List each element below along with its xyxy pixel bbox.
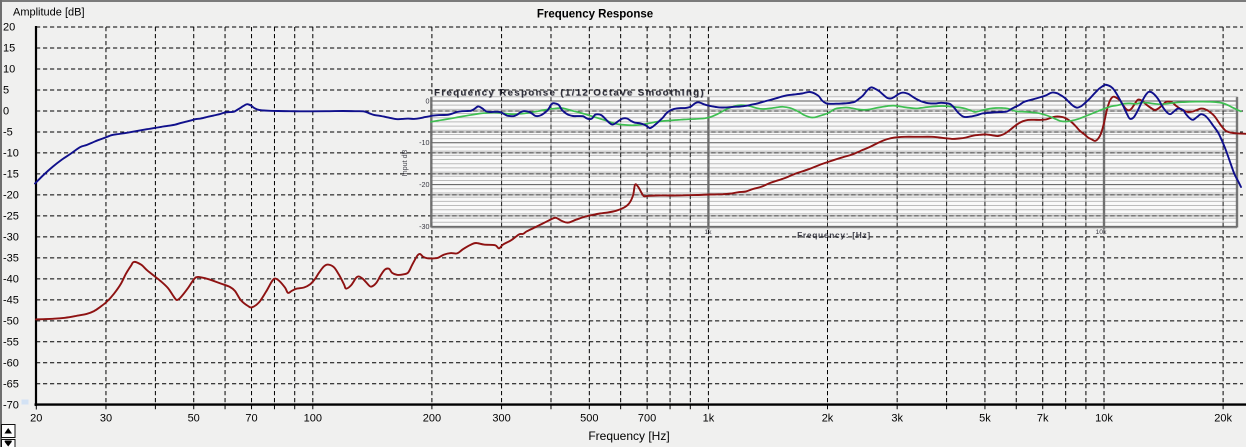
svg-text:-55: -55 (3, 336, 19, 348)
svg-text:20k: 20k (1214, 413, 1232, 425)
svg-text:Frequency: [Hz]: Frequency: [Hz] (797, 230, 871, 240)
svg-text:-20: -20 (3, 189, 19, 201)
svg-text:Frequency Response (1/12 Octav: Frequency Response (1/12 Octave Smoothin… (434, 88, 705, 99)
svg-text:Frequency Response (1/12 Octav: Frequency Response (1/12 Octave Smoothin… (435, 88, 706, 99)
svg-text:300: 300 (492, 413, 510, 425)
svg-text:-45: -45 (3, 294, 19, 306)
svg-text:0: 0 (426, 96, 430, 105)
svg-text:-65: -65 (3, 378, 19, 390)
svg-text:20: 20 (3, 22, 15, 34)
svg-text:-30: -30 (3, 231, 19, 243)
svg-text:5k: 5k (979, 413, 991, 425)
svg-text:Amplitude [dB]: Amplitude [dB] (13, 7, 85, 19)
svg-text:Frequency Response: Frequency Response (537, 9, 653, 21)
svg-text:70: 70 (245, 413, 257, 425)
svg-text:0: 0 (3, 105, 9, 117)
svg-text:200: 200 (423, 413, 441, 425)
svg-text:2k: 2k (822, 413, 834, 425)
svg-text:1k: 1k (704, 229, 712, 236)
svg-text:50: 50 (188, 413, 200, 425)
svg-text:20: 20 (30, 413, 42, 425)
svg-text:30: 30 (100, 413, 112, 425)
svg-text:-10: -10 (419, 138, 429, 147)
svg-text:-35: -35 (3, 252, 19, 264)
svg-text:-25: -25 (3, 210, 19, 222)
svg-text:Frequency [Hz]: Frequency [Hz] (588, 429, 669, 443)
svg-text:500: 500 (580, 413, 598, 425)
svg-text:-20: -20 (419, 180, 429, 189)
svg-text:1k: 1k (703, 413, 715, 425)
svg-text:-10: -10 (3, 147, 19, 159)
svg-text:10: 10 (3, 64, 15, 76)
svg-text:7k: 7k (1037, 413, 1049, 425)
svg-text:-50: -50 (3, 315, 19, 327)
svg-text:700: 700 (638, 413, 656, 425)
svg-text:-70: -70 (3, 399, 19, 411)
svg-text:-40: -40 (3, 273, 19, 285)
svg-text:-60: -60 (3, 357, 19, 369)
svg-text:-30: -30 (419, 222, 429, 231)
svg-text:5: 5 (3, 85, 9, 97)
svg-text:-15: -15 (3, 168, 19, 180)
svg-text:3k: 3k (891, 413, 903, 425)
svg-text:-5: -5 (3, 126, 13, 138)
svg-text:Input dB: Input dB (400, 149, 409, 176)
svg-text:100: 100 (304, 413, 322, 425)
svg-text:15: 15 (3, 43, 15, 55)
svg-text:10k: 10k (1095, 413, 1113, 425)
svg-text:10k: 10k (1096, 229, 1108, 236)
